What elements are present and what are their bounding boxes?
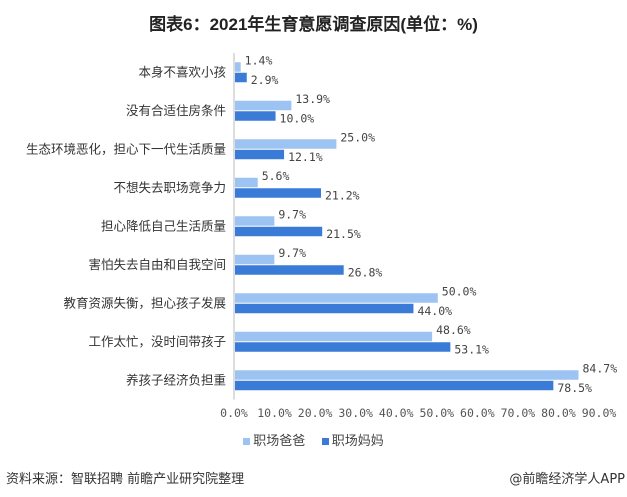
bar-mom: [235, 111, 276, 121]
category-label: 教育资源失衡，担心孩子发展: [63, 295, 226, 310]
x-tick-label: 20.0%: [298, 406, 333, 420]
bar-mom: [235, 149, 285, 160]
bar-mom: [235, 226, 323, 237]
chart-title: 图表6：2021年生育意愿调查原因(单位：%): [149, 15, 478, 34]
category-label: 担心降低自己生活质量: [101, 218, 226, 233]
bar-dad: [235, 216, 275, 226]
bar-dad: [235, 331, 433, 342]
x-tick-label: 80.0%: [541, 406, 576, 420]
legend: 职场爸爸 职场妈妈: [0, 430, 627, 449]
bar-mom: [235, 188, 321, 198]
data-label: 50.0%: [442, 284, 477, 298]
bar-mom: [235, 72, 247, 83]
x-tick-label: 40.0%: [379, 406, 414, 420]
data-label: 53.1%: [454, 342, 489, 356]
legend-swatch-mom: [321, 438, 329, 445]
data-label: 12.1%: [288, 150, 323, 164]
x-tick-label: 30.0%: [338, 406, 373, 420]
legend-item-mom[interactable]: 职场妈妈: [321, 434, 384, 449]
legend-swatch-dad: [243, 438, 251, 445]
category-label: 不想失去职场竞争力: [113, 180, 226, 195]
data-label: 78.5%: [557, 381, 592, 395]
credit-note: @前瞻经济学人APP: [509, 472, 625, 487]
bar-dad: [235, 254, 275, 265]
data-label: 21.5%: [326, 227, 361, 241]
x-tick-label: 60.0%: [460, 406, 495, 420]
data-label: 21.2%: [325, 188, 360, 202]
legend-label-mom: 职场妈妈: [331, 434, 384, 449]
category-label: 没有合适住房条件: [126, 103, 226, 118]
data-label: 44.0%: [417, 304, 452, 318]
bar-dad: [235, 100, 292, 111]
data-label: 9.7%: [278, 207, 306, 221]
category-label: 工作太忙，没时间带孩子: [88, 334, 226, 349]
bar-dad: [235, 293, 438, 303]
x-tick-label: 70.0%: [501, 406, 536, 420]
category-label: 本身不喜欢小孩: [138, 64, 226, 79]
bar-dad: [235, 177, 258, 188]
bar-dad: [235, 370, 579, 380]
bar-dad: [235, 139, 337, 149]
data-label: 1.4%: [245, 53, 273, 67]
data-label: 26.8%: [348, 265, 383, 279]
data-label: 48.6%: [436, 323, 471, 337]
data-label: 5.6%: [262, 169, 290, 183]
category-label: 养孩子经济负担重: [126, 372, 226, 387]
bar-mom: [235, 342, 451, 352]
x-tick-label: 90.0%: [582, 406, 617, 420]
source-note: 资料来源：智联招聘 前瞻产业研究院整理: [6, 472, 245, 487]
data-label: 25.0%: [340, 130, 375, 144]
legend-item-dad[interactable]: 职场爸爸: [243, 434, 305, 449]
bar-mom: [235, 265, 344, 275]
x-tick-label: 50.0%: [419, 406, 454, 420]
data-label: 2.9%: [251, 73, 279, 87]
legend-label-dad: 职场爸爸: [253, 434, 306, 449]
bar-mom: [235, 380, 554, 391]
x-tick-label: 10.0%: [257, 406, 292, 420]
category-label: 害怕失去自由和自我空间: [88, 257, 226, 272]
bar-mom: [235, 303, 414, 314]
data-label: 13.9%: [295, 92, 330, 106]
x-tick-label: 0.0%: [220, 406, 248, 420]
data-label: 10.0%: [280, 111, 315, 125]
data-label: 84.7%: [583, 361, 618, 375]
category-label: 生态环境恶化，担心下一代生活质量: [26, 141, 226, 156]
data-label: 9.7%: [278, 246, 306, 260]
bar-dad: [235, 62, 241, 72]
